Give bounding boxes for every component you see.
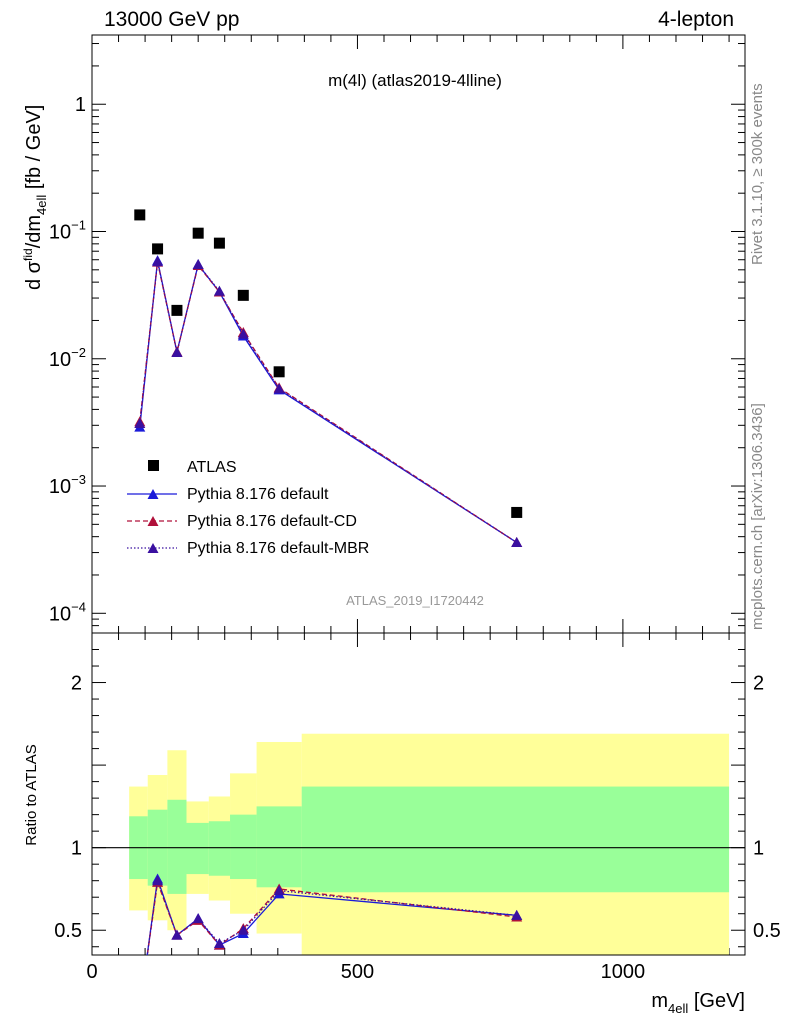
data-point [152, 243, 164, 255]
y-tick-label: 1 [75, 94, 86, 116]
mc-point [171, 346, 183, 357]
ratio-point [171, 929, 183, 940]
legend-mbr-label: Pythia 8.176 default-MBR [187, 540, 369, 557]
process-label: 4-lepton [658, 8, 734, 31]
ratio-point [511, 909, 523, 920]
inner-band [167, 799, 187, 894]
energy-label: 13000 GeV pp [104, 8, 240, 31]
ratio-point [192, 913, 204, 924]
mc-line [139, 260, 518, 544]
legend-mbr-marker [147, 543, 159, 553]
x-tick-label: 500 [341, 961, 374, 983]
inner-band [186, 822, 209, 875]
mc-point [192, 259, 204, 270]
mc-point [237, 328, 249, 339]
x-tick-label: 1000 [601, 961, 646, 983]
mc-point [511, 536, 523, 547]
mc-point [134, 417, 146, 428]
legend: ATLAS Pythia 8.176 default Pythia 8.176 … [127, 459, 369, 557]
analysis-label: ATLAS_2019_I1720442 [346, 593, 484, 608]
ratio-y-tick-label-left: 1 [71, 838, 82, 860]
data-point [134, 209, 146, 221]
mc-point [152, 256, 164, 267]
ratio-point [213, 937, 225, 948]
legend-cd-label: Pythia 8.176 default-CD [187, 513, 357, 530]
y-tick-label: 10−3 [49, 472, 86, 498]
main-ylabel: d σfid/dm4ell [fb / GeV] [21, 105, 49, 290]
xlabel: m4ell [GeV] [651, 990, 745, 1016]
ratio-y-tick-label-right: 1 [753, 838, 764, 860]
ratio-line [146, 880, 517, 955]
ratio-point [237, 924, 249, 935]
x-tick-label: 0 [86, 961, 97, 983]
ratio-y-tick-label-left: 0.5 [54, 920, 82, 942]
data-point [213, 237, 225, 249]
mcplots-label: mcplots.cern.ch [arXiv:1306.3436] [749, 403, 766, 630]
legend-cd-marker [147, 516, 159, 526]
ratio-point [152, 875, 164, 886]
ratio-y-tick-label-right: 0.5 [753, 920, 781, 942]
ratio-series [146, 873, 523, 955]
ratio-panel: 0 500 1000 0.5 0.5 1 1 2 2 [54, 632, 781, 983]
data-point [237, 289, 249, 301]
ratio-ylabel: Ratio to ATLAS [23, 744, 40, 845]
ratio-point [273, 885, 285, 896]
legend-atlas-label: ATLAS [187, 459, 237, 476]
legend-atlas-marker [148, 460, 159, 471]
inner-band [208, 821, 231, 876]
rivet-label: Rivet 3.1.10, ≥ 300k events [749, 83, 766, 265]
data-point [171, 304, 183, 316]
legend-default-label: Pythia 8.176 default [187, 486, 329, 503]
mc-point [273, 383, 285, 394]
plot-title: m(4l) (atlas2019-4lline) [328, 71, 502, 90]
mc-line [139, 261, 518, 544]
inner-band [230, 814, 257, 880]
y-tick-label: 10−1 [49, 218, 86, 244]
y-tick-label: 10−4 [49, 599, 86, 625]
mc-point [213, 285, 225, 296]
data-point [192, 227, 204, 239]
inner-band [301, 786, 730, 893]
data-point [273, 366, 285, 378]
y-tick-label: 10−2 [49, 345, 86, 371]
legend-default-marker [147, 489, 159, 499]
ratio-y-tick-label-left: 2 [71, 673, 82, 695]
ratio-frame [91, 632, 746, 956]
inner-band [256, 806, 302, 888]
ratio-y-tick-label-right: 2 [753, 673, 764, 695]
data-point [511, 506, 523, 518]
